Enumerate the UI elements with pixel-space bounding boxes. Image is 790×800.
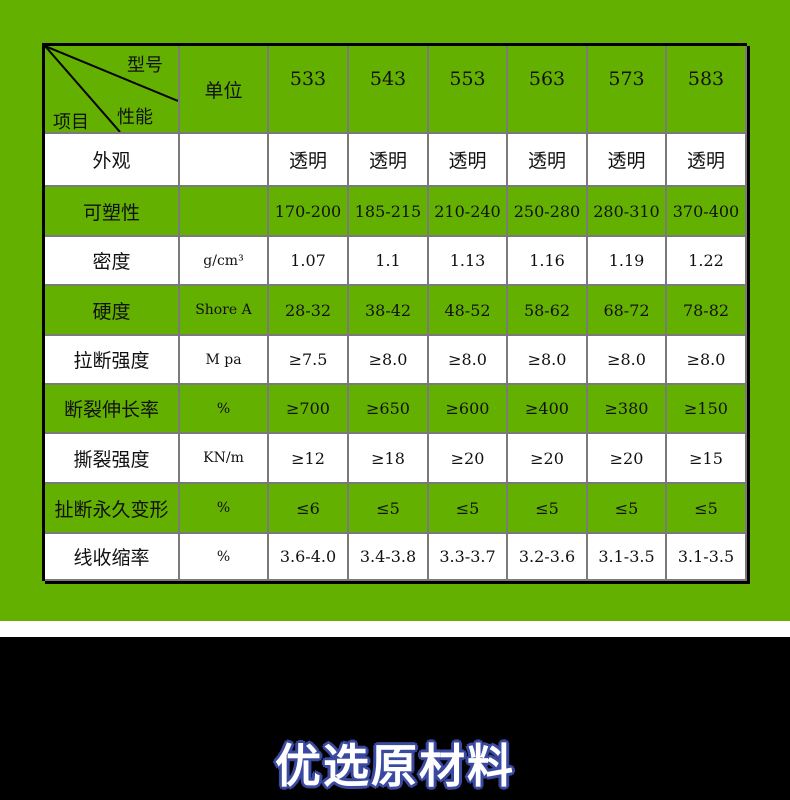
value-cell: ≥20 — [506, 432, 588, 484]
row-label: 外观 — [42, 132, 180, 187]
value-cell: 1.1 — [347, 235, 429, 286]
value-cell: 1.19 — [586, 235, 667, 286]
value-cell: 3.1-3.5 — [586, 532, 667, 581]
value-cell: ≥20 — [427, 432, 508, 484]
model-header: 573 — [586, 43, 667, 134]
table-row: 扯断永久变形% ≤6 ≤5 ≤5 ≤5 ≤5 ≤5 — [42, 482, 747, 534]
unit-cell — [178, 185, 269, 237]
value-cell: 1.22 — [665, 235, 747, 286]
unit-cell: KN/m — [178, 432, 269, 484]
row-label: 硬度 — [42, 284, 180, 336]
row-label: 密度 — [42, 235, 180, 286]
spec-table: 型号 性能 项目 单位 533 543 553 563 573 583 外观 透明 透明 透明透… — [42, 43, 747, 581]
value-cell: 3.2-3.6 — [506, 532, 588, 581]
table-row: 密度 g/cm³ 1.07 1.1 1.13 1.16 1.19 1.22 — [42, 235, 747, 286]
value-cell: ≥7.5 — [267, 334, 349, 385]
value-cell: 370-400 — [665, 185, 747, 237]
value-cell: 185-215 — [347, 185, 429, 237]
value-cell: ≤5 — [665, 482, 747, 534]
value-cell: 210-240 — [427, 185, 508, 237]
value-cell: ≤5 — [347, 482, 429, 534]
value-cell: ≥600 — [427, 383, 508, 434]
diagonal-lines — [45, 46, 178, 132]
value-cell: ≥700 — [267, 383, 349, 434]
table-row: 断裂伸长率% ≥700 ≥650 ≥600 ≥400 ≥380 ≥150 — [42, 383, 747, 434]
black-section — [0, 637, 790, 800]
value-cell: 170-200 — [267, 185, 349, 237]
value-cell: ≥8.0 — [347, 334, 429, 385]
value-cell: 透明 — [427, 132, 508, 187]
value-cell: ≥12 — [267, 432, 349, 484]
value-cell: 250-280 — [506, 185, 588, 237]
row-label: 扯断永久变形 — [42, 482, 180, 534]
corner-item-label: 项目 — [53, 112, 89, 133]
value-cell: ≥400 — [506, 383, 588, 434]
row-label: 可塑性 — [42, 185, 180, 237]
value-cell: 38-42 — [347, 284, 429, 336]
value-cell: ≥380 — [586, 383, 667, 434]
value-cell: ≥15 — [665, 432, 747, 484]
value-cell: ≥8.0 — [586, 334, 667, 385]
unit-cell: g/cm³ — [178, 235, 269, 286]
table-row: 拉断强度 M pa ≥7.5 ≥8.0 ≥8.0 ≥8.0 ≥8.0 ≥8.0 — [42, 334, 747, 385]
value-cell: 1.13 — [427, 235, 508, 286]
value-cell: 1.07 — [267, 235, 349, 286]
model-header: 533 — [267, 43, 349, 134]
model-header: 553 — [427, 43, 508, 134]
value-cell: 58-62 — [506, 284, 588, 336]
table-row: 外观 透明 透明 透明 透明 透明 透明 — [42, 132, 747, 187]
corner-cell: 型号 性能 项目 — [42, 43, 180, 134]
value-cell: 78-82 — [665, 284, 747, 336]
model-header: 563 — [506, 43, 588, 134]
table-row: 硬度 Shore A 28-32 38-42 48-52 58-62 68-72 78-82 — [42, 284, 747, 336]
divider-strip — [0, 621, 790, 637]
value-cell: 透明 — [347, 132, 429, 187]
section-title: 优选原材料 — [275, 739, 515, 793]
value-cell: 3.4-3.8 — [347, 532, 429, 581]
table-row: 线收缩率% 3.6-4.0 3.4-3.8 3.3-3.7 3.2-3.6 3.1-3.5… — [42, 532, 747, 581]
unit-header: 单位 — [178, 43, 269, 134]
value-cell: 280-310 — [586, 185, 667, 237]
value-cell: ≤5 — [586, 482, 667, 534]
value-cell: 28-32 — [267, 284, 349, 336]
unit-cell: M pa — [178, 334, 269, 385]
value-cell: 透明 — [267, 132, 349, 187]
row-label: 线收缩率 — [42, 532, 180, 581]
unit-cell: % — [178, 383, 269, 434]
value-cell: ≥8.0 — [665, 334, 747, 385]
value-cell: 3.1-3.5 — [665, 532, 747, 581]
header-row: 型号 性能 项目 单位 533 543 553 563 573 583 — [42, 43, 747, 134]
row-label: 撕裂强度 — [42, 432, 180, 484]
table-row: 可塑性 170-200 185-215 210-240 250-280 280-310 37… — [42, 185, 747, 237]
value-cell: 48-52 — [427, 284, 508, 336]
value-cell: ≥150 — [665, 383, 747, 434]
table-row: 撕裂强度 KN/m ≥12 ≥18 ≥20 ≥20 ≥20 ≥15 — [42, 432, 747, 484]
value-cell: ≤5 — [427, 482, 508, 534]
value-cell: 3.3-3.7 — [427, 532, 508, 581]
value-cell: ≥650 — [347, 383, 429, 434]
value-cell: 透明 — [665, 132, 747, 187]
model-header: 543 — [347, 43, 429, 134]
value-cell: ≥8.0 — [506, 334, 588, 385]
value-cell: ≤5 — [506, 482, 588, 534]
unit-cell: % — [178, 482, 269, 534]
unit-cell — [178, 132, 269, 187]
corner-property-label: 性能 — [117, 107, 153, 128]
value-cell: 1.16 — [506, 235, 588, 286]
unit-cell: % — [178, 532, 269, 581]
value-cell: ≤6 — [267, 482, 349, 534]
row-label: 断裂伸长率 — [42, 383, 180, 434]
row-label: 拉断强度 — [42, 334, 180, 385]
value-cell: ≥8.0 — [427, 334, 508, 385]
value-cell: 透明 — [586, 132, 667, 187]
value-cell: ≥20 — [586, 432, 667, 484]
value-cell: 3.6-4.0 — [267, 532, 349, 581]
corner-model-label: 型号 — [127, 55, 163, 76]
value-cell: 68-72 — [586, 284, 667, 336]
unit-cell: Shore A — [178, 284, 269, 336]
value-cell: 透明 — [506, 132, 588, 187]
model-header: 583 — [665, 43, 747, 134]
value-cell: ≥18 — [347, 432, 429, 484]
